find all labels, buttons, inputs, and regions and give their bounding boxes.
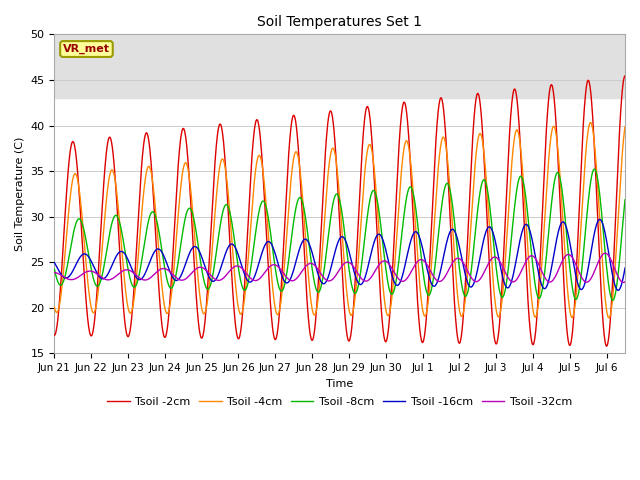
Tsoil -4cm: [407, 159, 415, 165]
Tsoil -2cm: [407, 166, 415, 171]
Title: Soil Temperatures Set 1: Soil Temperatures Set 1: [257, 15, 422, 29]
Tsoil -8cm: [621, 197, 629, 203]
Line: Tsoil -32cm: Tsoil -32cm: [54, 253, 625, 282]
X-axis label: Time: Time: [326, 379, 353, 389]
Tsoil -4cm: [51, 304, 58, 310]
Line: Tsoil -4cm: Tsoil -4cm: [54, 122, 625, 318]
Tsoil -8cm: [51, 266, 58, 272]
Tsoil -4cm: [63, 236, 70, 242]
Tsoil -16cm: [561, 221, 568, 227]
Tsoil -16cm: [314, 272, 322, 277]
Tsoil -2cm: [603, 343, 611, 349]
Tsoil -4cm: [383, 311, 390, 317]
Line: Tsoil -2cm: Tsoil -2cm: [54, 76, 625, 346]
Tsoil -4cm: [314, 295, 322, 301]
Tsoil -8cm: [561, 212, 568, 218]
Y-axis label: Soil Temperature (C): Soil Temperature (C): [15, 137, 25, 251]
Tsoil -16cm: [116, 249, 124, 254]
Tsoil -8cm: [407, 184, 415, 190]
Tsoil -32cm: [383, 259, 390, 264]
Tsoil -32cm: [63, 276, 70, 281]
Tsoil -8cm: [383, 273, 390, 279]
Tsoil -32cm: [314, 267, 322, 273]
Bar: [54, 0, 625, 98]
Tsoil -16cm: [407, 238, 415, 244]
Tsoil -2cm: [63, 193, 70, 199]
Tsoil -8cm: [314, 289, 322, 295]
Tsoil -2cm: [561, 298, 568, 303]
Tsoil -2cm: [116, 259, 124, 265]
Tsoil -8cm: [63, 268, 70, 274]
Tsoil -32cm: [621, 279, 629, 285]
Tsoil -8cm: [116, 223, 124, 228]
Tsoil -16cm: [596, 216, 604, 222]
Tsoil -8cm: [609, 298, 616, 303]
Text: VR_met: VR_met: [63, 44, 110, 54]
Tsoil -16cm: [621, 265, 629, 271]
Tsoil -8cm: [591, 166, 598, 172]
Tsoil -4cm: [561, 249, 568, 255]
Tsoil -16cm: [63, 275, 70, 281]
Tsoil -32cm: [601, 250, 609, 256]
Line: Tsoil -8cm: Tsoil -8cm: [54, 169, 625, 300]
Tsoil -2cm: [51, 332, 58, 338]
Tsoil -4cm: [587, 120, 595, 125]
Tsoil -2cm: [621, 73, 629, 79]
Tsoil -4cm: [605, 315, 612, 321]
Tsoil -32cm: [561, 254, 568, 260]
Tsoil -2cm: [314, 280, 322, 286]
Tsoil -32cm: [407, 270, 415, 276]
Tsoil -4cm: [116, 229, 124, 235]
Tsoil -4cm: [621, 124, 629, 130]
Tsoil -16cm: [383, 252, 390, 257]
Line: Tsoil -16cm: Tsoil -16cm: [54, 219, 625, 290]
Legend: Tsoil -2cm, Tsoil -4cm, Tsoil -8cm, Tsoil -16cm, Tsoil -32cm: Tsoil -2cm, Tsoil -4cm, Tsoil -8cm, Tsoi…: [103, 393, 577, 412]
Tsoil -32cm: [620, 279, 627, 285]
Tsoil -32cm: [51, 270, 58, 276]
Tsoil -16cm: [51, 260, 58, 265]
Tsoil -16cm: [614, 288, 622, 293]
Tsoil -2cm: [383, 336, 390, 342]
Tsoil -32cm: [116, 270, 124, 276]
